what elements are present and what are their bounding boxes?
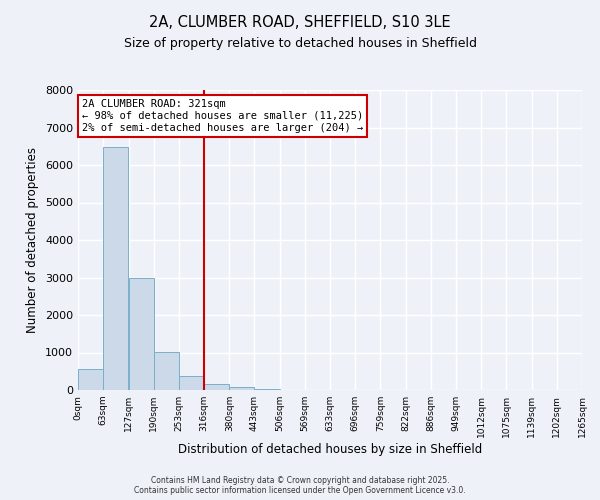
Bar — [204, 384, 229, 390]
Text: Size of property relative to detached houses in Sheffield: Size of property relative to detached ho… — [124, 38, 476, 51]
Bar — [229, 387, 254, 390]
Text: Contains HM Land Registry data © Crown copyright and database right 2025.
Contai: Contains HM Land Registry data © Crown c… — [134, 476, 466, 495]
Bar — [128, 278, 154, 390]
Bar — [78, 370, 103, 390]
Bar — [154, 352, 179, 390]
Y-axis label: Number of detached properties: Number of detached properties — [26, 147, 40, 333]
Bar — [179, 376, 204, 390]
Bar — [254, 388, 280, 390]
Bar — [103, 147, 128, 390]
Text: 2A, CLUMBER ROAD, SHEFFIELD, S10 3LE: 2A, CLUMBER ROAD, SHEFFIELD, S10 3LE — [149, 15, 451, 30]
Text: 2A CLUMBER ROAD: 321sqm
← 98% of detached houses are smaller (11,225)
2% of semi: 2A CLUMBER ROAD: 321sqm ← 98% of detache… — [82, 100, 363, 132]
X-axis label: Distribution of detached houses by size in Sheffield: Distribution of detached houses by size … — [178, 442, 482, 456]
